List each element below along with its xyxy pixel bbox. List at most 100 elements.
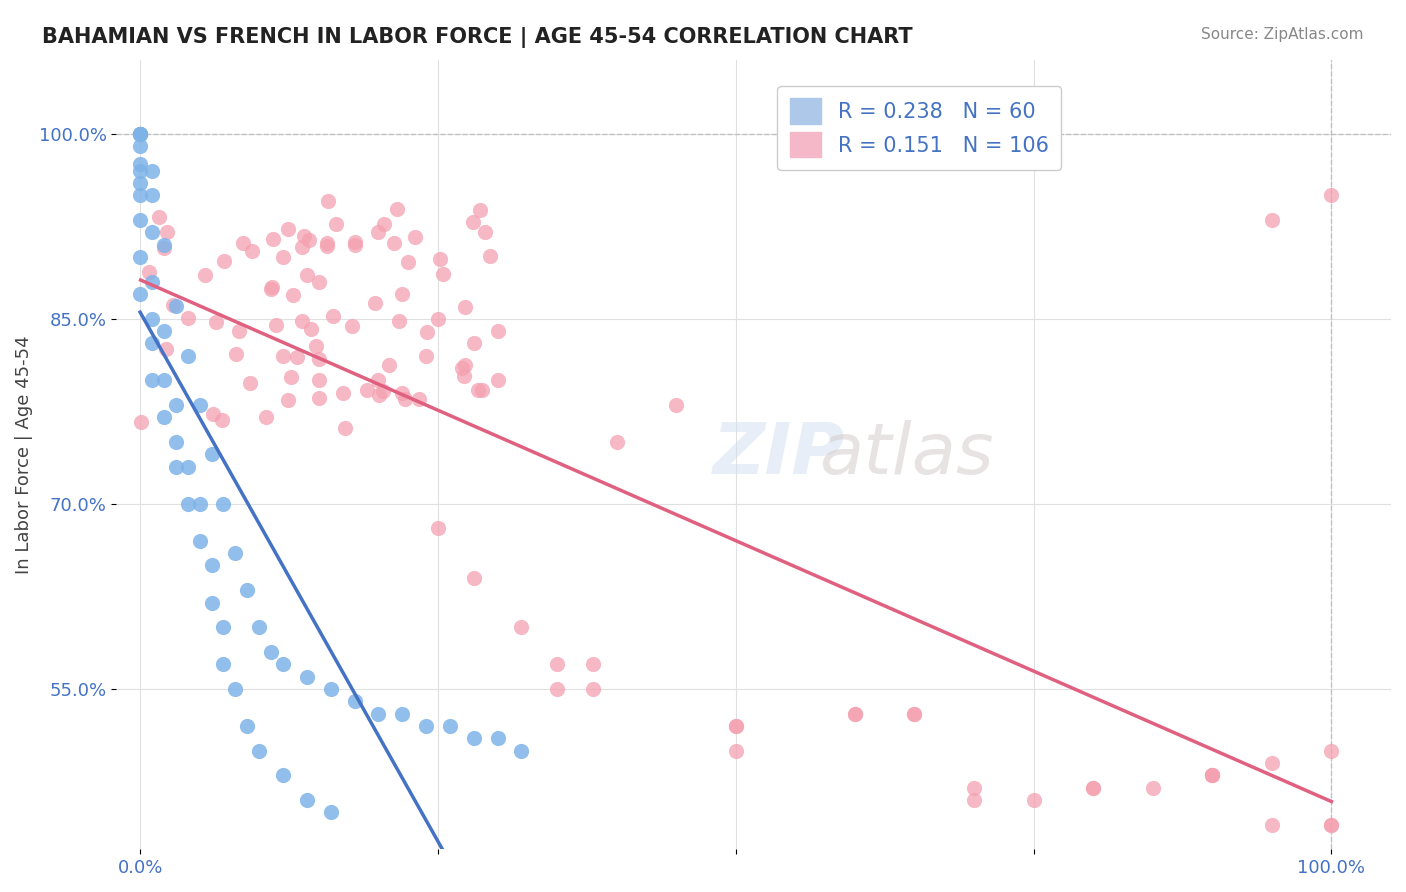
Point: [177, 497, 200, 511]
Point: [486, 731, 509, 746]
Point: [153, 410, 176, 425]
Point: [200, 558, 222, 573]
Point: [292, 228, 315, 243]
Point: [271, 768, 294, 782]
Point: [304, 339, 326, 353]
Point: [277, 222, 299, 236]
Point: [844, 706, 866, 721]
Point: [260, 645, 283, 659]
Point: [316, 194, 339, 209]
Point: [277, 392, 299, 407]
Point: [471, 383, 494, 397]
Point: [1083, 780, 1105, 795]
Point: [240, 244, 263, 259]
Point: [129, 139, 152, 153]
Point: [665, 398, 688, 412]
Point: [188, 398, 211, 412]
Point: [129, 213, 152, 227]
Point: [156, 226, 179, 240]
Point: [224, 681, 246, 696]
Point: [271, 349, 294, 363]
Point: [200, 447, 222, 461]
Text: atlas: atlas: [820, 420, 994, 489]
Point: [391, 385, 413, 400]
Point: [177, 459, 200, 474]
Point: [153, 373, 176, 387]
Point: [176, 311, 198, 326]
Point: [141, 275, 163, 289]
Point: [212, 254, 235, 268]
Point: [247, 620, 270, 634]
Point: [454, 301, 477, 315]
Point: [153, 237, 176, 252]
Legend: R = 0.238   N = 60, R = 0.151   N = 106: R = 0.238 N = 60, R = 0.151 N = 106: [778, 86, 1062, 170]
Point: [211, 413, 233, 427]
Point: [236, 719, 259, 733]
Point: [129, 127, 152, 141]
Point: [415, 719, 437, 733]
Y-axis label: In Labor Force | Age 45-54: In Labor Force | Age 45-54: [15, 335, 32, 574]
Point: [1083, 780, 1105, 795]
Point: [141, 311, 163, 326]
Point: [322, 309, 344, 323]
Point: [333, 421, 356, 435]
Point: [606, 435, 628, 450]
Point: [165, 435, 187, 450]
Point: [903, 706, 925, 721]
Point: [343, 694, 366, 708]
Point: [468, 202, 491, 217]
Point: [332, 385, 354, 400]
Point: [200, 595, 222, 609]
Text: Source: ZipAtlas.com: Source: ZipAtlas.com: [1201, 27, 1364, 42]
Point: [299, 322, 322, 336]
Point: [212, 657, 235, 672]
Point: [582, 681, 605, 696]
Point: [426, 311, 449, 326]
Text: BAHAMIAN VS FRENCH IN LABOR FORCE | AGE 45-54 CORRELATION CHART: BAHAMIAN VS FRENCH IN LABOR FORCE | AGE …: [42, 27, 912, 48]
Point: [454, 358, 477, 372]
Point: [152, 241, 174, 255]
Point: [1201, 768, 1223, 782]
Point: [1261, 756, 1284, 770]
Point: [415, 349, 437, 363]
Point: [138, 264, 160, 278]
Point: [155, 343, 177, 357]
Point: [262, 280, 284, 294]
Point: [1261, 213, 1284, 227]
Point: [1320, 817, 1343, 831]
Point: [264, 318, 287, 332]
Point: [205, 315, 228, 329]
Point: [356, 383, 378, 397]
Point: [373, 217, 395, 231]
Point: [474, 225, 496, 239]
Point: [188, 497, 211, 511]
Point: [308, 275, 330, 289]
Point: [396, 254, 419, 268]
Point: [291, 314, 314, 328]
Point: [426, 521, 449, 535]
Point: [297, 268, 319, 283]
Point: [129, 188, 152, 202]
Point: [194, 268, 217, 283]
Point: [582, 657, 605, 672]
Point: [236, 583, 259, 598]
Point: [225, 347, 247, 361]
Point: [486, 324, 509, 338]
Point: [153, 324, 176, 338]
Point: [453, 368, 475, 383]
Point: [281, 288, 304, 302]
Point: [212, 497, 235, 511]
Point: [378, 359, 401, 373]
Point: [162, 298, 184, 312]
Point: [371, 384, 394, 398]
Point: [165, 299, 187, 313]
Point: [368, 388, 391, 402]
Point: [228, 324, 250, 338]
Point: [129, 415, 152, 429]
Point: [382, 235, 405, 250]
Point: [165, 459, 187, 474]
Point: [394, 392, 416, 406]
Point: [1320, 743, 1343, 757]
Point: [463, 731, 485, 746]
Point: [461, 215, 484, 229]
